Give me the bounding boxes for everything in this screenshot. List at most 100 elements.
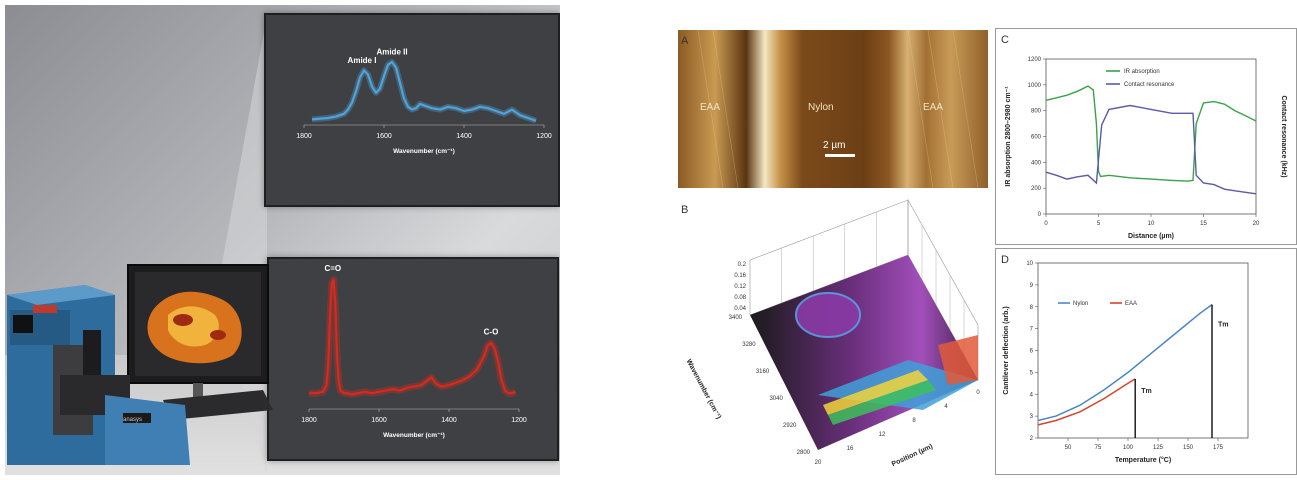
y-tick-label: 4 [1030, 392, 1034, 398]
x-tick-label: 50 [1065, 445, 1072, 451]
panel-c-linescan: C 0 5 10 15 20 0 200 400 600 800 1000 1200 Distance (… [995, 28, 1297, 245]
y-tick-label: 3 [1030, 414, 1034, 420]
y-tick-label: 10 [1026, 261, 1033, 267]
legend-label: EAA [1125, 301, 1137, 307]
tm-label: Tm [1218, 322, 1229, 329]
wavenumber-tick-label: 3400 [729, 315, 743, 321]
x-tick-label: 1200 [511, 417, 527, 424]
monitor [127, 264, 273, 420]
afm-topography: A EAA Nylon EAA 2 µm [678, 29, 988, 189]
series-contact-resonance [1045, 104, 1257, 195]
panel-d-chart: D 50 75 100 125 150 175 2 3 4 5 6 7 8 9 10 Temperature (… [1001, 254, 1249, 464]
y-tick-label: 1000 [1028, 83, 1042, 89]
position-tick-label: 4 [944, 404, 948, 410]
x-axis-title: Wavenumber (cm⁻¹) [393, 148, 455, 155]
x-tick-label: 100 [1123, 445, 1134, 451]
y-tick-label: 0 [1038, 212, 1042, 218]
position-tick-label: 0 [976, 390, 980, 396]
peak-label: C-O [484, 327, 499, 336]
ir-spectrum-amide-chart: 1800 1600 1400 1200 Wavenumber (cm⁻¹) Amide I… [296, 48, 552, 155]
y-tick-label: 1200 [1028, 57, 1042, 63]
z-tick-label: 0.12 [734, 284, 746, 290]
surface-band-green [828, 380, 936, 425]
panel-b-3d-spectra: B 0.2 0.16 0.12 0.08 0.04 3400 3280 3160 3040 2920… [678, 195, 988, 475]
afm-label-right: EAA [923, 102, 943, 113]
y-tick-label: 7 [1030, 327, 1034, 333]
axis-wall [907, 198, 979, 382]
instrument-brand-label: anasys [123, 417, 142, 423]
x-tick-label: 75 [1095, 445, 1102, 451]
legend-label: IR absorption [1124, 69, 1160, 75]
x-tick-label: 175 [1213, 445, 1224, 451]
tm-label: Tm [1141, 388, 1152, 395]
y-axis-title-left: IR absorption 2800–2980 cm⁻¹ [1005, 86, 1012, 187]
x-axis-title: Distance (µm) [1128, 233, 1174, 240]
panel-c-letter: C [1001, 34, 1009, 46]
plot-frame [1037, 262, 1249, 439]
y-tick-label: 800 [1031, 109, 1042, 115]
legend-label: Contact resonance [1124, 82, 1175, 88]
ir-spectrum-panel-ester: 1800 1600 1400 1200 Wavenumber (cm⁻¹) C=O C-O [267, 257, 559, 461]
peak-label: Amide II [376, 48, 407, 57]
wavenumber-axis-title: Wavenumber (cm⁻¹) [685, 358, 722, 420]
z-tick-label: 0.2 [738, 262, 747, 268]
x-axis-title: Wavenumber (cm⁻¹) [383, 432, 445, 439]
surface-peak-region [795, 292, 861, 338]
z-tick-label: 0.04 [734, 306, 746, 312]
wavenumber-tick-label: 3040 [769, 396, 783, 402]
position-tick-label: 8 [912, 418, 916, 424]
y-tick-label: 400 [1031, 160, 1042, 166]
peak-label: Amide I [348, 56, 377, 65]
y-tick-label: 9 [1030, 283, 1034, 289]
spectrum-glow [309, 276, 517, 398]
peak-label: C=O [324, 264, 341, 273]
y-tick-label: 6 [1030, 349, 1034, 355]
panel-d-letter: D [1001, 254, 1009, 266]
position-tick-label: 16 [847, 446, 854, 452]
x-tick-label: 10 [1148, 221, 1155, 227]
afm-label-left: EAA [700, 102, 720, 113]
spectrum-line [311, 60, 537, 122]
panel-d-thermal: D 50 75 100 125 150 175 2 3 4 5 6 7 8 9 10 Temperature (… [995, 248, 1297, 475]
z-tick-label: 0.16 [734, 273, 746, 279]
instrument-composite: 1800 1600 1400 1200 Wavenumber (cm⁻¹) Amide I… [5, 5, 560, 475]
y-tick-label: 5 [1030, 370, 1034, 376]
afm-scale-bar [825, 154, 855, 157]
panel-a-afm-image: A EAA Nylon EAA 2 µm [678, 29, 988, 189]
x-axis-title: Temperature (°C) [1115, 456, 1171, 464]
legend-label: Nylon [1073, 301, 1088, 307]
x-tick-label: 1800 [296, 133, 312, 140]
afm-scale-label: 2 µm [823, 140, 845, 151]
series-nylon [1037, 303, 1213, 422]
ir-spectrum-ester-chart: 1800 1600 1400 1200 Wavenumber (cm⁻¹) C=O C-O [301, 264, 527, 439]
wavenumber-tick-label: 3280 [742, 342, 756, 348]
x-tick-label: 125 [1153, 445, 1164, 451]
x-tick-label: 1800 [301, 417, 317, 424]
surface-band-yellow [823, 370, 928, 415]
x-tick-label: 0 [1044, 221, 1048, 227]
y-tick-label: 600 [1031, 135, 1042, 141]
x-tick-label: 15 [1200, 221, 1207, 227]
y-tick-label: 200 [1031, 186, 1042, 192]
position-axis-title: Position (µm) [891, 443, 934, 468]
surface-band-red [938, 335, 978, 385]
position-tick-label: 20 [815, 460, 822, 466]
x-tick-label: 20 [1253, 221, 1260, 227]
x-tick-label: 150 [1183, 445, 1194, 451]
position-tick-label: 12 [879, 432, 886, 438]
afm-label-center: Nylon [808, 102, 834, 113]
panel-b-chart: B 0.2 0.16 0.12 0.08 0.04 3400 3280 3160 3040 2920… [681, 198, 980, 468]
spectrum-line [309, 278, 516, 396]
x-tick-label: 1600 [376, 133, 392, 140]
x-tick-label: 1400 [441, 417, 457, 424]
y-tick-label: 8 [1030, 305, 1034, 311]
wavenumber-tick-label: 3160 [756, 369, 770, 375]
wavenumber-tick-label: 2920 [783, 423, 797, 429]
y-axis-title: Cantilever deflection (arb.) [1003, 306, 1010, 394]
x-tick-label: 1200 [536, 133, 552, 140]
ir-spectrum-panel-amide: 1800 1600 1400 1200 Wavenumber (cm⁻¹) Amide I… [264, 13, 560, 207]
z-tick-label: 0.08 [734, 295, 746, 301]
y-axis-title-right: Contact resonance (kHz) [1280, 95, 1287, 177]
x-tick-label: 1600 [371, 417, 387, 424]
